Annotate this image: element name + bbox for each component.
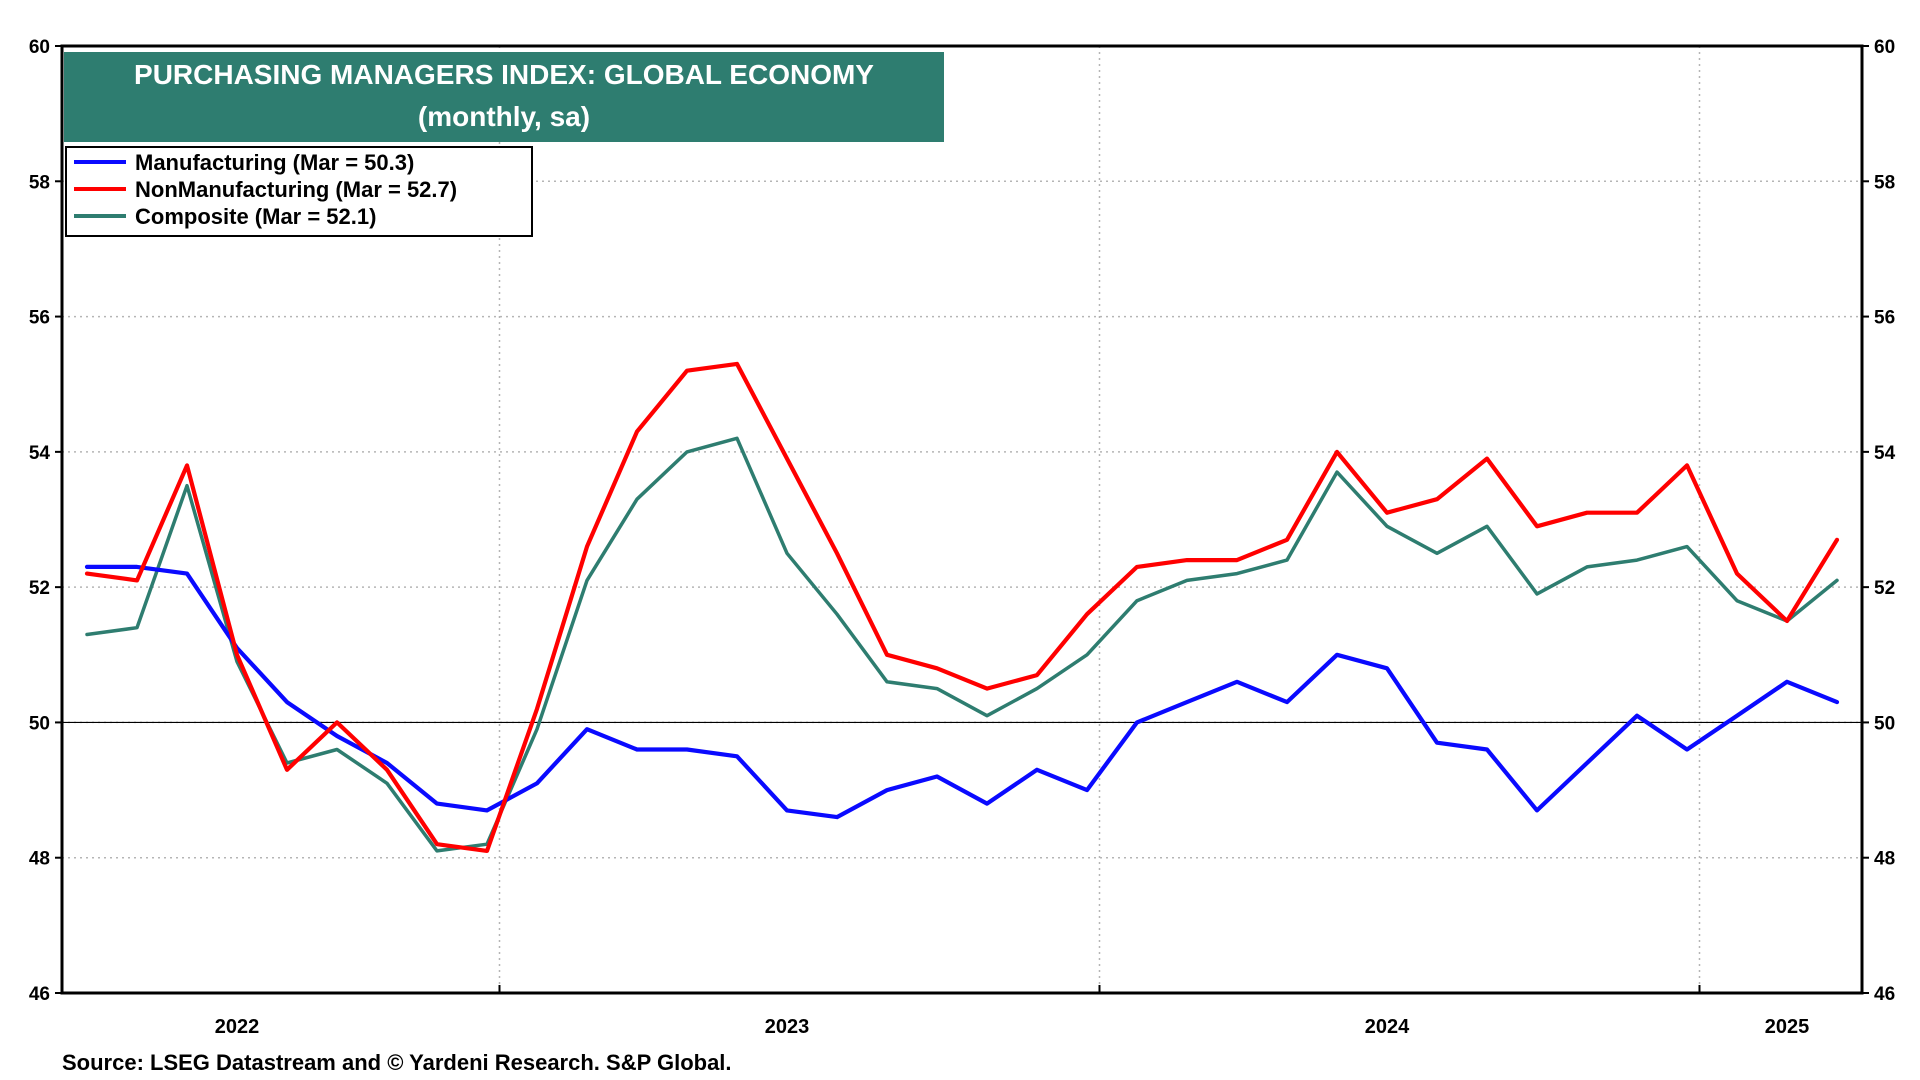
plot-frame [60, 44, 1864, 995]
y-axis-left: 46 48 50 52 54 56 58 60 [29, 37, 62, 1005]
series-line-nonmanufacturing [84, 361, 1840, 854]
y-tick-label-left: 60 [29, 37, 50, 58]
y-tick-label-left: 48 [29, 849, 50, 870]
y-tick-label-right: 60 [1874, 37, 1895, 58]
title-box: PURCHASING MANAGERS INDEX: GLOBAL ECONOM… [64, 52, 944, 142]
legend-label-manufacturing: Manufacturing (Mar = 50.3) [135, 150, 414, 175]
legend-label-composite: Composite (Mar = 52.1) [135, 204, 376, 229]
chart-title: PURCHASING MANAGERS INDEX: GLOBAL ECONOM… [134, 59, 874, 90]
y-tick-label-right: 58 [1874, 172, 1895, 193]
y-tick-label-right: 48 [1874, 849, 1895, 870]
legend-box [65, 146, 533, 237]
series-line-composite [85, 436, 1839, 853]
y-tick-label-right: 52 [1874, 578, 1895, 599]
y-tick-label-left: 46 [29, 984, 50, 1005]
title-background [64, 52, 944, 142]
series-layer [84, 361, 1840, 854]
legend: Manufacturing (Mar = 50.3) NonManufactur… [65, 146, 533, 237]
source-note: Source: LSEG Datastream and © Yardeni Re… [62, 1050, 732, 1075]
y-tick-label-left: 58 [29, 172, 50, 193]
x-tick-label: 2022 [215, 1016, 260, 1038]
x-tick-label: 2024 [1365, 1016, 1410, 1038]
y-tick-label-right: 46 [1874, 984, 1895, 1005]
x-tick-label: 2025 [1765, 1016, 1810, 1038]
x-tick-label: 2023 [765, 1016, 810, 1038]
y-tick-label-left: 52 [29, 578, 50, 599]
chart-subtitle: (monthly, sa) [418, 101, 590, 132]
y-tick-label-left: 50 [29, 713, 50, 734]
series-line-manufacturing [84, 564, 1840, 820]
x-axis: 2022 2023 2024 2025 [215, 985, 1810, 1038]
legend-label-nonmanufacturing: NonManufacturing (Mar = 52.7) [135, 177, 457, 202]
y-axis-right: 46 48 50 52 54 56 58 60 [1862, 37, 1896, 1005]
y-tick-label-left: 54 [29, 443, 51, 464]
y-tick-label-right: 56 [1874, 308, 1895, 329]
y-tick-label-right: 50 [1874, 713, 1895, 734]
y-tick-label-left: 56 [29, 308, 50, 329]
y-tick-label-right: 54 [1874, 443, 1896, 464]
